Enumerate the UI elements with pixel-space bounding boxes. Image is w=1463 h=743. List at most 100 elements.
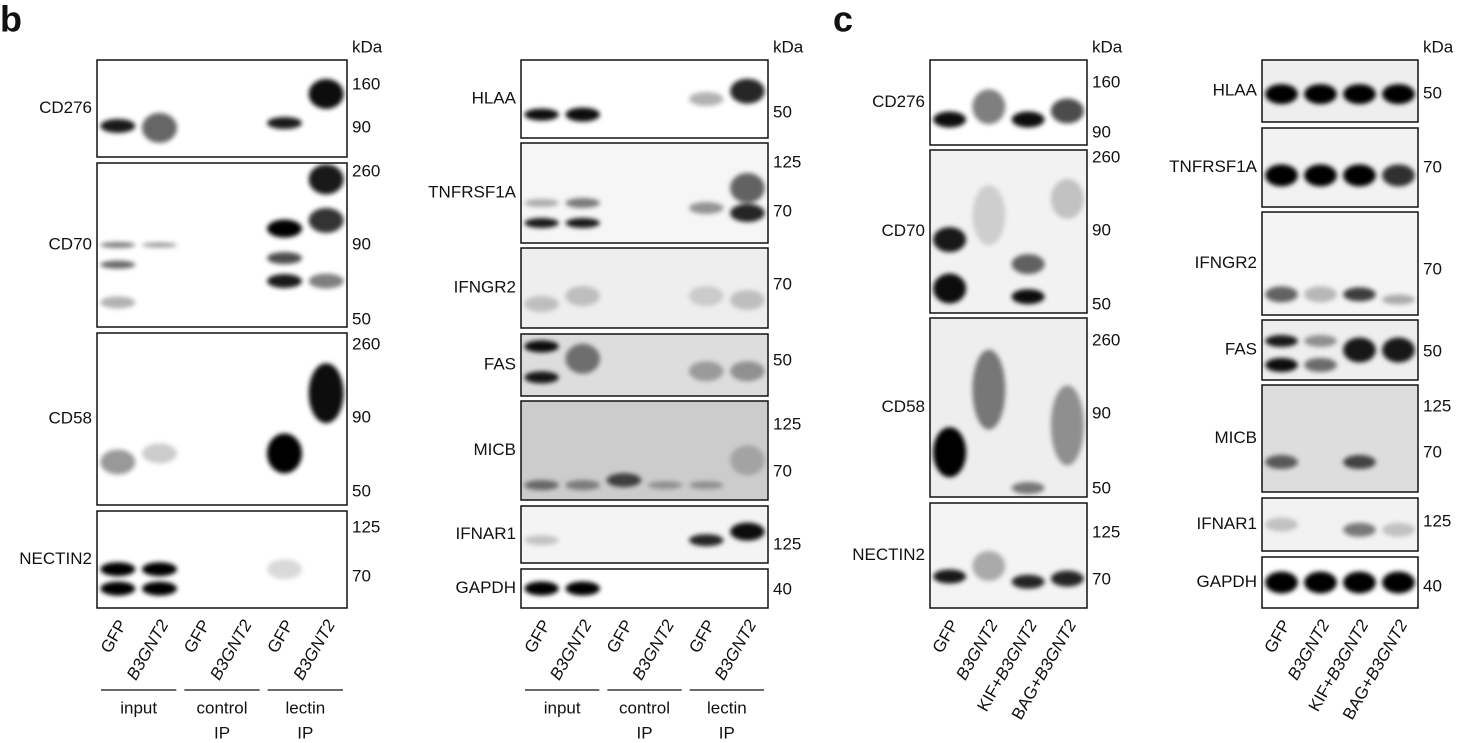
blot-background — [521, 401, 768, 500]
kda-label: kDa — [1423, 37, 1454, 56]
band — [1011, 482, 1045, 495]
band — [1343, 84, 1376, 105]
band — [688, 92, 724, 106]
marker-label: 70 — [773, 201, 792, 220]
band — [730, 173, 765, 203]
protein-label: IFNAR1 — [1197, 514, 1257, 533]
band — [1382, 522, 1415, 537]
blot-frame — [520, 333, 769, 397]
band — [1382, 571, 1415, 594]
marker-label: 90 — [352, 234, 371, 253]
blot — [929, 317, 1088, 498]
blot — [1261, 127, 1419, 208]
blot-background — [521, 506, 768, 563]
protein-label: HLAA — [1213, 80, 1258, 99]
marker-label: 70 — [1423, 157, 1442, 176]
blot-background — [521, 334, 768, 396]
blot-frame — [520, 142, 769, 244]
band — [933, 427, 967, 478]
band — [1265, 455, 1298, 470]
band — [565, 198, 601, 208]
band — [1265, 286, 1298, 303]
band — [1304, 164, 1337, 187]
band — [933, 227, 967, 253]
band — [142, 443, 177, 464]
blot-frame — [1261, 319, 1419, 381]
panel-letter: c — [833, 0, 853, 40]
bands — [524, 522, 765, 547]
band — [524, 371, 559, 384]
band — [100, 449, 136, 475]
blot — [1261, 497, 1419, 552]
blot-background — [97, 60, 347, 157]
bands — [100, 164, 344, 309]
lane-label-part: GFP — [686, 617, 720, 657]
band — [142, 562, 177, 577]
blot-frame — [929, 59, 1088, 146]
band — [688, 534, 724, 547]
protein-label: HLAA — [472, 88, 517, 107]
band — [1304, 358, 1337, 372]
bands — [933, 349, 1084, 495]
band — [1265, 84, 1298, 105]
group-label: input — [544, 698, 581, 717]
protein-label: TNFRSF1A — [1169, 157, 1258, 176]
band — [267, 559, 302, 580]
band — [972, 551, 1006, 581]
protein-label: IFNAR1 — [456, 524, 516, 543]
band — [1382, 164, 1415, 187]
lane-label: GFP — [929, 617, 963, 657]
band — [1304, 84, 1337, 105]
marker-label: 125 — [1423, 511, 1451, 530]
bands — [524, 581, 601, 596]
band — [524, 340, 559, 353]
protein-label: GAPDH — [1197, 572, 1257, 591]
marker-label: 260 — [352, 161, 380, 180]
marker-label: 70 — [773, 461, 792, 480]
band — [1343, 164, 1376, 187]
band — [1382, 294, 1415, 305]
band — [972, 185, 1006, 246]
bands — [524, 78, 765, 122]
band — [524, 296, 559, 312]
band — [565, 343, 601, 374]
blot-frame — [520, 59, 769, 139]
band — [688, 202, 724, 214]
band — [1265, 517, 1298, 532]
marker-label: 70 — [1423, 259, 1442, 278]
protein-label: TNFRSF1A — [428, 182, 517, 201]
blot-frame — [96, 162, 348, 328]
band — [142, 242, 177, 248]
band — [308, 207, 344, 233]
marker-label: 70 — [1423, 442, 1442, 461]
blot — [520, 333, 769, 397]
blot-frame — [520, 568, 769, 609]
band — [1265, 571, 1298, 594]
bands — [100, 78, 344, 143]
lane-label-part: GFP — [521, 617, 555, 657]
blot — [520, 142, 769, 244]
kda-label: kDa — [1092, 37, 1123, 56]
marker-label: 50 — [1423, 341, 1442, 360]
lane-label-part: GFP — [264, 617, 298, 657]
band — [308, 273, 344, 289]
lane-label: GFP — [264, 617, 298, 657]
bands — [1265, 455, 1376, 470]
band — [565, 107, 601, 122]
band — [100, 242, 136, 248]
band — [1343, 571, 1376, 594]
blot-background — [930, 503, 1087, 608]
band — [606, 473, 642, 488]
band — [1265, 335, 1298, 347]
marker-label: 125 — [352, 517, 380, 536]
bands — [100, 363, 344, 475]
blot-frame — [1261, 497, 1419, 552]
band — [524, 108, 559, 121]
blot-frame — [1261, 211, 1419, 316]
lane-label: GFP — [1261, 617, 1295, 657]
band — [1304, 571, 1337, 594]
lane-label-part: GFP — [181, 617, 215, 657]
marker-label: 260 — [352, 334, 380, 353]
protein-label: IFNGR2 — [454, 277, 516, 296]
protein-label: CD70 — [49, 234, 92, 253]
